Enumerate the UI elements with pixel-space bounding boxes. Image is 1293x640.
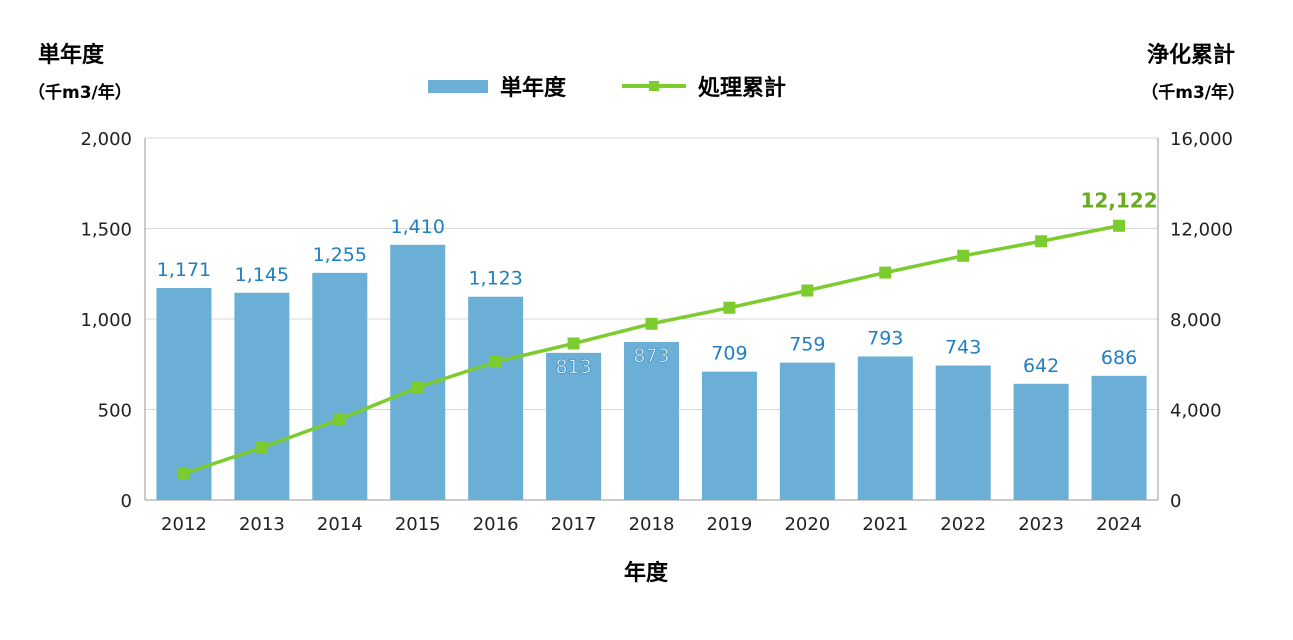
- bar-2012: [156, 288, 212, 500]
- x-tick-label: 2012: [161, 514, 207, 535]
- x-tick-label: 2015: [395, 514, 441, 535]
- bar-2023: [1013, 383, 1069, 500]
- line-marker-2016: [489, 355, 502, 368]
- bar-2017: [546, 352, 602, 500]
- line-marker-2019: [723, 301, 736, 314]
- bar-value-label: 709: [711, 343, 747, 365]
- bar-2021: [857, 356, 913, 500]
- right-axis-unit: （千m3/年）: [1141, 82, 1245, 103]
- left-tick-label: 1,000: [80, 310, 132, 331]
- bar-2015: [390, 244, 446, 500]
- bar-value-label: 1,123: [468, 268, 522, 290]
- right-tick-label: 16,000: [1170, 129, 1233, 150]
- bar-value-label: 1,255: [313, 244, 367, 266]
- legend-bar-label: 単年度: [500, 75, 567, 101]
- bar-2018: [624, 341, 679, 500]
- x-tick-label: 2023: [1018, 514, 1064, 535]
- legend-line-marker: [649, 81, 659, 91]
- line-marker-2018: [645, 317, 658, 330]
- line-marker-2023: [1035, 235, 1048, 248]
- cumulative-line: [177, 219, 1126, 480]
- bar-value-label: 1,145: [235, 264, 289, 286]
- bar-value-label: 1,410: [391, 216, 445, 238]
- left-tick-label: 0: [121, 491, 132, 512]
- left-tick-label: 1,500: [80, 220, 132, 241]
- bars: [156, 244, 1147, 500]
- right-tick-label: 8,000: [1170, 310, 1222, 331]
- line-marker-2021: [879, 266, 892, 279]
- legend-line-label: 処理累計: [698, 75, 786, 101]
- line-marker-2012: [177, 467, 190, 480]
- bar-2024: [1091, 375, 1147, 500]
- bar-value-label: 813: [555, 356, 591, 378]
- bar-value-label: 1,171: [157, 259, 211, 281]
- line-marker-2020: [801, 284, 814, 297]
- bar-value-label: 793: [867, 327, 903, 349]
- bar-2019: [701, 371, 757, 500]
- x-axis-title: 年度: [624, 560, 669, 586]
- x-tick-label: 2014: [317, 514, 363, 535]
- axes: 0 500 1,000 1,500 2,000 0 4,000 8,000 12,000 16,0…: [80, 129, 1233, 535]
- line-marker-2014: [333, 413, 346, 426]
- right-axis-title: 浄化累計: [1147, 42, 1235, 68]
- data-labels: 1,171 1,145 1,255 1,410 1,123 813 873 709 759 793…: [157, 189, 1158, 378]
- bar-value-label: 759: [789, 334, 825, 356]
- line-marker-2015: [411, 381, 424, 394]
- x-tick-label: 2016: [473, 514, 519, 535]
- x-tick-label: 2020: [784, 514, 830, 535]
- line-marker-2017: [567, 337, 580, 350]
- x-tick-label: 2013: [239, 514, 285, 535]
- x-tick-label: 2021: [862, 514, 908, 535]
- bar-value-label: 642: [1023, 355, 1059, 377]
- right-tick-label: 0: [1170, 491, 1181, 512]
- bar-value-label: 873: [633, 345, 669, 367]
- right-tick-label: 4,000: [1170, 401, 1222, 422]
- line-marker-2024: [1113, 219, 1126, 232]
- line-end-value-label: 12,122: [1080, 189, 1157, 213]
- bar-2013: [234, 292, 290, 500]
- line-marker-2013: [255, 441, 268, 454]
- left-axis-unit: （千m3/年）: [28, 82, 132, 103]
- line-marker-2022: [957, 249, 970, 262]
- x-tick-label: 2017: [551, 514, 597, 535]
- left-axis-title: 単年度: [38, 42, 105, 68]
- legend-bar-swatch: [428, 80, 488, 93]
- x-tick-label: 2019: [707, 514, 753, 535]
- bar-value-label: 686: [1101, 347, 1137, 369]
- bar-2014: [312, 272, 368, 500]
- bar-2022: [935, 365, 991, 500]
- left-tick-label: 500: [98, 401, 132, 422]
- legend: 単年度 処理累計: [428, 75, 786, 101]
- x-tick-label: 2024: [1096, 514, 1142, 535]
- x-tick-label: 2018: [629, 514, 675, 535]
- bar-2020: [779, 362, 835, 500]
- bar-value-label: 743: [945, 337, 981, 359]
- left-tick-label: 2,000: [80, 129, 132, 150]
- right-tick-label: 12,000: [1170, 220, 1233, 241]
- bar-2016: [468, 296, 524, 500]
- x-tick-label: 2022: [940, 514, 986, 535]
